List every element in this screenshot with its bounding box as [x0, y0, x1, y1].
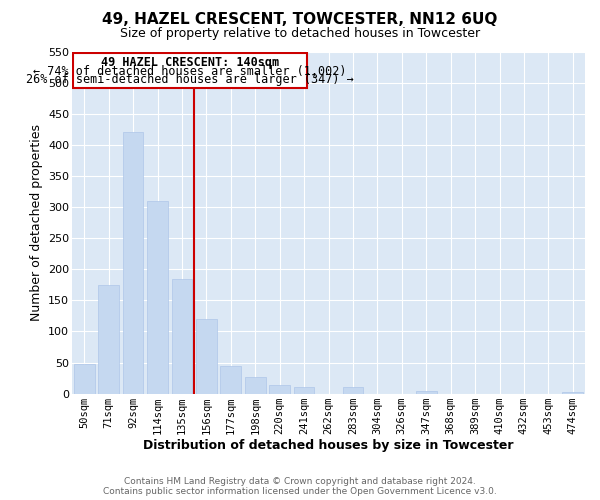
- Bar: [147, 201, 168, 394]
- Text: 49, HAZEL CRESCENT, TOWCESTER, NN12 6UQ: 49, HAZEL CRESCENT, TOWCESTER, NN12 6UQ: [103, 12, 497, 28]
- Bar: [562, 392, 583, 394]
- Text: 26% of semi-detached houses are larger (347) →: 26% of semi-detached houses are larger (…: [26, 74, 354, 86]
- Bar: [172, 278, 193, 394]
- Bar: [123, 132, 143, 394]
- Y-axis label: Number of detached properties: Number of detached properties: [29, 124, 43, 321]
- Bar: [416, 390, 437, 394]
- Bar: [245, 377, 266, 394]
- Bar: [269, 385, 290, 394]
- Bar: [74, 364, 95, 394]
- Text: ← 74% of detached houses are smaller (1,002): ← 74% of detached houses are smaller (1,…: [33, 65, 347, 78]
- FancyBboxPatch shape: [73, 52, 307, 88]
- Text: 49 HAZEL CRESCENT: 140sqm: 49 HAZEL CRESCENT: 140sqm: [101, 56, 279, 70]
- Text: Size of property relative to detached houses in Towcester: Size of property relative to detached ho…: [120, 28, 480, 40]
- Text: Contains HM Land Registry data © Crown copyright and database right 2024.: Contains HM Land Registry data © Crown c…: [124, 477, 476, 486]
- X-axis label: Distribution of detached houses by size in Towcester: Distribution of detached houses by size …: [143, 440, 514, 452]
- Bar: [343, 387, 364, 394]
- Bar: [294, 388, 314, 394]
- Bar: [98, 286, 119, 394]
- Text: Contains public sector information licensed under the Open Government Licence v3: Contains public sector information licen…: [103, 487, 497, 496]
- Bar: [196, 319, 217, 394]
- Bar: [220, 366, 241, 394]
